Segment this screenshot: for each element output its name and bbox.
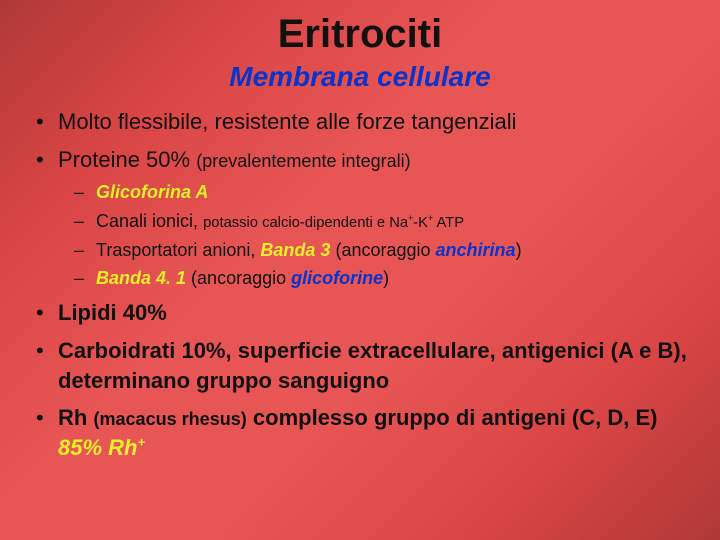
- text: Proteine 50%: [58, 147, 196, 172]
- text-accent: Banda 4. 1: [96, 268, 191, 288]
- sub-canali: Canali ionici, potassio calcio-dipendent…: [96, 209, 692, 234]
- text: Carboidrati 10%, superficie extracellula…: [58, 338, 687, 393]
- text: Trasportatori anioni,: [96, 240, 260, 260]
- text: Canali ionici,: [96, 211, 203, 231]
- sub-banda41: Banda 4. 1 (ancoraggio glicoforine): [96, 266, 692, 290]
- text-accent: Glicoforina A: [96, 182, 208, 202]
- text-small: (prevalentemente integrali): [196, 151, 410, 171]
- text-small: (macacus rhesus): [93, 409, 246, 429]
- text-accent: Banda 3: [260, 240, 330, 260]
- bullet-flexibility: Molto flessibile, resistente alle forze …: [58, 107, 692, 137]
- text-accent: 85% Rh+: [58, 435, 145, 460]
- text: Lipidi 40%: [58, 300, 167, 325]
- bullet-rh: Rh (macacus rhesus) complesso gruppo di …: [58, 403, 692, 462]
- text-blue: glicoforine: [291, 268, 383, 288]
- text-small: potassio calcio-dipendenti e Na+-K+ ATP: [203, 215, 464, 231]
- text: ): [383, 268, 389, 288]
- text: Molto flessibile, resistente alle forze …: [58, 109, 517, 134]
- bullet-lipidi: Lipidi 40%: [58, 298, 692, 328]
- bullet-carboidrati: Carboidrati 10%, superficie extracellula…: [58, 336, 692, 395]
- sub-glicoforina: Glicoforina A: [96, 180, 692, 204]
- sub-list: Glicoforina A Canali ionici, potassio ca…: [58, 180, 692, 290]
- text: complesso gruppo di antigeni (C, D, E): [247, 405, 658, 430]
- bullet-proteins: Proteine 50% (prevalentemente integrali)…: [58, 145, 692, 291]
- slide-subtitle: Membrana cellulare: [28, 61, 692, 93]
- slide-container: Eritrociti Membrana cellulare Molto fles…: [0, 0, 720, 540]
- text-blue: anchirina: [436, 240, 516, 260]
- bullet-list: Molto flessibile, resistente alle forze …: [28, 107, 692, 463]
- text: (ancoraggio: [330, 240, 435, 260]
- sub-trasportatori: Trasportatori anioni, Banda 3 (ancoraggi…: [96, 238, 692, 262]
- text: (ancoraggio: [191, 268, 291, 288]
- slide-title: Eritrociti: [28, 12, 692, 57]
- text: Rh: [58, 405, 93, 430]
- text: ): [516, 240, 522, 260]
